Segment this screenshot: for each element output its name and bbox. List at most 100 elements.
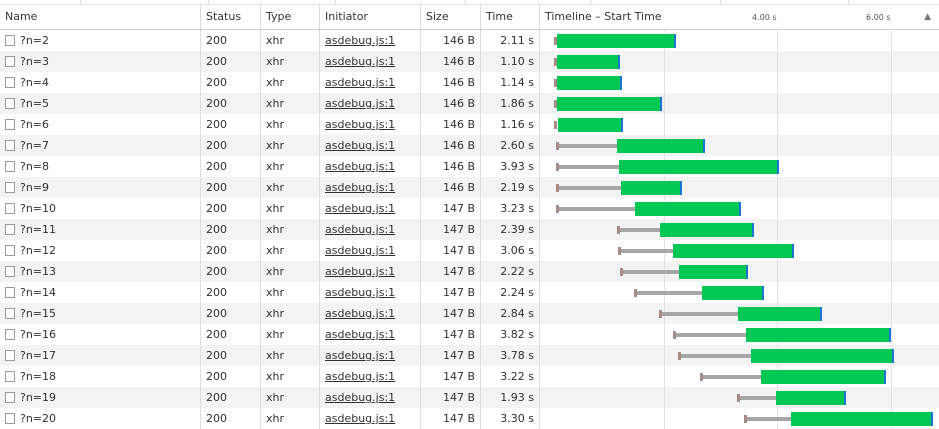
initiator-link[interactable]: asdebug.js:1 (325, 76, 396, 89)
table-row[interactable]: ?n=10 200 xhr asdebug.js:1 147 B 3.23 s (0, 198, 939, 219)
sort-ascending-icon[interactable]: ▲ (924, 12, 931, 22)
table-row[interactable]: ?n=11 200 xhr asdebug.js:1 147 B 2.39 s (0, 219, 939, 240)
initiator-link[interactable]: asdebug.js:1 (325, 55, 396, 68)
request-status: 200 (201, 345, 261, 366)
table-row[interactable]: ?n=16 200 xhr asdebug.js:1 147 B 3.82 s (0, 324, 939, 345)
table-row[interactable]: ?n=12 200 xhr asdebug.js:1 147 B 3.06 s (0, 240, 939, 261)
request-checkbox[interactable] (5, 265, 15, 277)
request-checkbox[interactable] (5, 349, 15, 361)
header-timeline[interactable]: Timeline – Start Time (540, 5, 939, 29)
request-initiator[interactable]: asdebug.js:1 (320, 177, 421, 198)
header-size[interactable]: Size (421, 5, 481, 29)
request-initiator[interactable]: asdebug.js:1 (320, 303, 421, 324)
request-checkbox[interactable] (5, 97, 15, 109)
table-row[interactable]: ?n=2 200 xhr asdebug.js:1 146 B 2.11 s (0, 30, 939, 51)
overview-strip (0, 0, 939, 5)
table-row[interactable]: ?n=5 200 xhr asdebug.js:1 146 B 1.86 s (0, 93, 939, 114)
request-initiator[interactable]: asdebug.js:1 (320, 324, 421, 345)
request-initiator[interactable]: asdebug.js:1 (320, 240, 421, 261)
request-checkbox[interactable] (5, 118, 15, 130)
request-status: 200 (201, 261, 261, 282)
header-name[interactable]: Name (0, 5, 201, 29)
table-row[interactable]: ?n=4 200 xhr asdebug.js:1 146 B 1.14 s (0, 72, 939, 93)
request-initiator[interactable]: asdebug.js:1 (320, 51, 421, 72)
initiator-link[interactable]: asdebug.js:1 (325, 370, 396, 383)
request-initiator[interactable]: asdebug.js:1 (320, 387, 421, 408)
initiator-link[interactable]: asdebug.js:1 (325, 118, 396, 131)
header-timeline-label: Timeline – Start Time (545, 10, 662, 23)
request-initiator[interactable]: asdebug.js:1 (320, 135, 421, 156)
request-initiator[interactable]: asdebug.js:1 (320, 345, 421, 366)
request-checkbox[interactable] (5, 391, 15, 403)
request-initiator[interactable]: asdebug.js:1 (320, 408, 421, 429)
request-initiator[interactable]: asdebug.js:1 (320, 219, 421, 240)
request-name: ?n=16 (0, 324, 201, 345)
request-initiator[interactable]: asdebug.js:1 (320, 282, 421, 303)
request-name-label: ?n=5 (20, 97, 50, 110)
table-row[interactable]: ?n=19 200 xhr asdebug.js:1 147 B 1.93 s (0, 387, 939, 408)
header-initiator[interactable]: Initiator (320, 5, 421, 29)
request-checkbox[interactable] (5, 286, 15, 298)
initiator-link[interactable]: asdebug.js:1 (325, 160, 396, 173)
initiator-link[interactable]: asdebug.js:1 (325, 412, 396, 425)
initiator-link[interactable]: asdebug.js:1 (325, 223, 396, 236)
request-status: 200 (201, 30, 261, 51)
request-initiator[interactable]: asdebug.js:1 (320, 198, 421, 219)
request-initiator[interactable]: asdebug.js:1 (320, 30, 421, 51)
request-checkbox[interactable] (5, 370, 15, 382)
request-initiator[interactable]: asdebug.js:1 (320, 114, 421, 135)
initiator-link[interactable]: asdebug.js:1 (325, 202, 396, 215)
request-checkbox[interactable] (5, 55, 15, 67)
request-checkbox[interactable] (5, 412, 15, 424)
request-name: ?n=11 (0, 219, 201, 240)
request-initiator[interactable]: asdebug.js:1 (320, 156, 421, 177)
header-type[interactable]: Type (261, 5, 320, 29)
table-row[interactable]: ?n=3 200 xhr asdebug.js:1 146 B 1.10 s (0, 51, 939, 72)
table-row[interactable]: ?n=6 200 xhr asdebug.js:1 146 B 1.16 s (0, 114, 939, 135)
request-time: 3.23 s (481, 198, 540, 219)
request-checkbox[interactable] (5, 307, 15, 319)
request-size: 147 B (421, 387, 481, 408)
initiator-link[interactable]: asdebug.js:1 (325, 97, 396, 110)
request-status: 200 (201, 72, 261, 93)
request-checkbox[interactable] (5, 223, 15, 235)
initiator-link[interactable]: asdebug.js:1 (325, 328, 396, 341)
table-row[interactable]: ?n=20 200 xhr asdebug.js:1 147 B 3.30 s (0, 408, 939, 429)
request-checkbox[interactable] (5, 139, 15, 151)
request-initiator[interactable]: asdebug.js:1 (320, 93, 421, 114)
initiator-link[interactable]: asdebug.js:1 (325, 244, 396, 257)
table-row[interactable]: ?n=17 200 xhr asdebug.js:1 147 B 3.78 s (0, 345, 939, 366)
initiator-link[interactable]: asdebug.js:1 (325, 286, 396, 299)
initiator-link[interactable]: asdebug.js:1 (325, 34, 396, 47)
request-initiator[interactable]: asdebug.js:1 (320, 261, 421, 282)
header-time[interactable]: Time (481, 5, 540, 29)
initiator-link[interactable]: asdebug.js:1 (325, 349, 396, 362)
initiator-link[interactable]: asdebug.js:1 (325, 181, 396, 194)
table-row[interactable]: ?n=8 200 xhr asdebug.js:1 146 B 3.93 s (0, 156, 939, 177)
timeline-bar-download (679, 265, 748, 279)
request-checkbox[interactable] (5, 34, 15, 46)
request-checkbox[interactable] (5, 181, 15, 193)
request-checkbox[interactable] (5, 76, 15, 88)
request-size: 147 B (421, 324, 481, 345)
request-size: 146 B (421, 135, 481, 156)
initiator-link[interactable]: asdebug.js:1 (325, 307, 396, 320)
request-checkbox[interactable] (5, 202, 15, 214)
table-row[interactable]: ?n=14 200 xhr asdebug.js:1 147 B 2.24 s (0, 282, 939, 303)
request-checkbox[interactable] (5, 244, 15, 256)
timeline-bar-stalled (620, 268, 623, 276)
timeline-bar-stalled (554, 79, 557, 87)
initiator-link[interactable]: asdebug.js:1 (325, 265, 396, 278)
initiator-link[interactable]: asdebug.js:1 (325, 391, 396, 404)
request-initiator[interactable]: asdebug.js:1 (320, 72, 421, 93)
request-initiator[interactable]: asdebug.js:1 (320, 366, 421, 387)
table-row[interactable]: ?n=9 200 xhr asdebug.js:1 146 B 2.19 s (0, 177, 939, 198)
request-checkbox[interactable] (5, 160, 15, 172)
request-time: 2.39 s (481, 219, 540, 240)
request-checkbox[interactable] (5, 328, 15, 340)
header-status[interactable]: Status (201, 5, 261, 29)
table-row[interactable]: ?n=18 200 xhr asdebug.js:1 147 B 3.22 s (0, 366, 939, 387)
table-row[interactable]: ?n=15 200 xhr asdebug.js:1 147 B 2.84 s (0, 303, 939, 324)
initiator-link[interactable]: asdebug.js:1 (325, 139, 396, 152)
timeline-bar-waiting (559, 186, 621, 190)
